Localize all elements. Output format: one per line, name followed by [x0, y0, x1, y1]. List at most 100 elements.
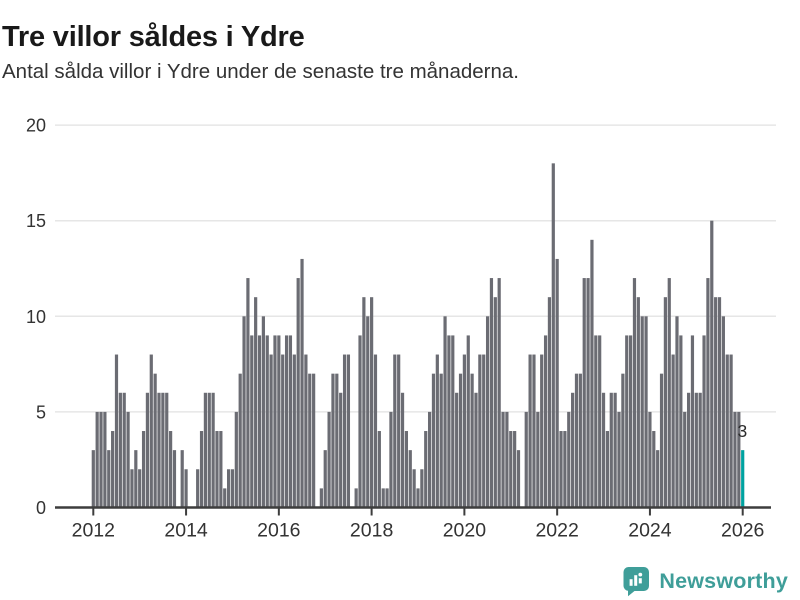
bar	[412, 469, 416, 508]
bar	[474, 392, 478, 508]
bar	[126, 411, 130, 508]
chart-title: Tre villor såldes i Ydre	[2, 21, 305, 54]
bar	[393, 354, 397, 508]
bar	[312, 373, 316, 508]
bar	[574, 373, 579, 508]
bar	[435, 354, 439, 508]
newsworthy-logo-icon	[623, 566, 650, 596]
bar	[149, 354, 153, 508]
bar	[663, 297, 667, 508]
x-tick-label: 2016	[257, 520, 300, 542]
bar	[567, 411, 571, 508]
bar	[370, 297, 374, 508]
bar	[161, 392, 165, 508]
bar	[598, 335, 602, 508]
bar	[621, 373, 625, 508]
newsworthy-logo-text: Newsworthy	[659, 568, 788, 593]
bar	[226, 469, 231, 508]
bar	[601, 392, 606, 508]
bar	[203, 392, 207, 508]
bar	[153, 373, 157, 508]
bar	[625, 335, 629, 508]
bar	[172, 450, 177, 508]
bar	[114, 354, 119, 508]
bar	[439, 373, 443, 508]
bar	[103, 411, 107, 508]
bar	[648, 411, 652, 508]
bar	[505, 411, 509, 508]
chart-subtitle: Antal sålda villor i Ydre under de senas…	[2, 60, 519, 83]
bar	[447, 335, 451, 508]
bar	[493, 297, 497, 508]
y-tick-label: 15	[26, 211, 46, 231]
bar	[555, 258, 559, 508]
bar	[451, 335, 455, 508]
bar	[667, 278, 671, 508]
x-tick-label: 2022	[535, 520, 578, 542]
x-tick-label: 2012	[72, 520, 115, 542]
bar	[362, 297, 366, 508]
bar	[281, 354, 285, 508]
bar	[284, 335, 289, 508]
bar	[458, 373, 463, 508]
bar	[551, 163, 555, 508]
bar	[223, 488, 227, 508]
bar	[118, 392, 122, 508]
bar	[714, 297, 718, 508]
bar	[613, 392, 617, 508]
bar	[489, 278, 494, 508]
bar	[706, 278, 710, 508]
bar	[559, 431, 563, 508]
bar	[536, 411, 540, 508]
bar	[594, 335, 598, 508]
bar	[145, 392, 150, 508]
bar	[373, 354, 378, 508]
bar	[346, 354, 351, 508]
bar	[91, 450, 95, 508]
bar	[342, 354, 347, 508]
bar	[335, 373, 339, 508]
bar	[470, 373, 474, 508]
bar	[605, 431, 610, 508]
bar	[385, 488, 389, 508]
bar	[111, 431, 115, 508]
bar	[300, 258, 304, 508]
bar	[381, 488, 385, 508]
bar	[516, 450, 521, 508]
bar	[169, 431, 173, 508]
bar	[485, 316, 490, 508]
bar	[389, 411, 393, 508]
bar	[686, 392, 691, 508]
newsworthy-logo: Newsworthy	[622, 564, 788, 598]
bar	[586, 278, 590, 508]
bar	[157, 392, 161, 508]
bar	[617, 411, 621, 508]
bar	[694, 392, 698, 508]
bar	[629, 335, 633, 508]
x-tick-label: 2026	[721, 520, 764, 542]
last-value-label: 3	[737, 421, 747, 441]
bar	[234, 411, 238, 508]
bar	[265, 335, 269, 508]
bar	[497, 278, 501, 508]
bar	[122, 392, 126, 508]
bar	[400, 392, 405, 508]
bar	[540, 354, 544, 508]
bar	[698, 392, 702, 508]
bar	[107, 450, 111, 508]
bar	[656, 450, 660, 508]
bar	[590, 239, 594, 508]
bar	[397, 354, 401, 508]
bar	[729, 354, 733, 508]
bar	[354, 488, 358, 508]
x-tick-label: 2024	[628, 520, 672, 542]
bar	[296, 278, 300, 508]
bar	[424, 431, 428, 508]
bar	[632, 278, 637, 508]
bar	[563, 431, 567, 508]
bar	[323, 450, 327, 508]
bar	[327, 411, 331, 508]
bar	[246, 278, 250, 508]
bar	[513, 431, 517, 508]
bar	[482, 354, 486, 508]
